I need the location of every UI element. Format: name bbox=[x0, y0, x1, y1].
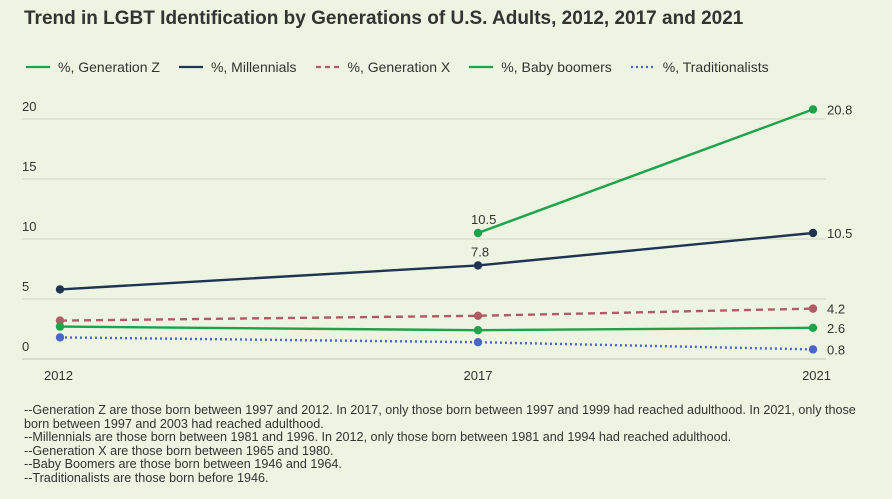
legend-label-millennials: %, Millennials bbox=[210, 59, 297, 75]
data-point-millennials-2012 bbox=[55, 285, 65, 294]
y-tick-label-15: 15 bbox=[22, 159, 36, 174]
legend-swatch-generation-x bbox=[315, 65, 340, 69]
legend-swatch-traditionalists bbox=[630, 65, 655, 69]
footnote-generation-x: --Generation X are those born between 19… bbox=[24, 443, 334, 458]
data-point-baby-boomers-2021 bbox=[808, 323, 818, 332]
legend-item-traditionalists: %, Traditionalists bbox=[629, 59, 769, 75]
y-tick-label-10: 10 bbox=[22, 219, 36, 234]
data-label-traditionalists-2021: 0.8 bbox=[827, 342, 845, 357]
series-line-millennials bbox=[59, 231, 814, 291]
data-point-traditionalists-2021 bbox=[808, 345, 818, 354]
x-tick-label-2021: 2021 bbox=[802, 368, 831, 383]
footnotes: --Generation Z are those born between 19… bbox=[24, 403, 870, 486]
data-label-millennials-2017: 7.8 bbox=[471, 244, 489, 259]
x-tick-label-2017: 2017 bbox=[464, 368, 493, 383]
legend-item-baby-boomers: %, Baby boomers bbox=[467, 59, 612, 75]
legend-label-baby-boomers: %, Baby boomers bbox=[501, 59, 612, 75]
series-line-baby-boomers bbox=[59, 325, 814, 332]
y-tick-label-5: 5 bbox=[22, 279, 29, 294]
footnote-traditionalists: --Traditionalists are those born before … bbox=[24, 470, 269, 485]
data-point-generation-z-2017 bbox=[473, 228, 483, 238]
data-label-millennials-2021: 10.5 bbox=[827, 226, 852, 241]
data-label-generation-z-2017: 10.5 bbox=[471, 212, 496, 227]
data-label-baby-boomers-2021: 2.6 bbox=[827, 321, 845, 336]
data-point-millennials-2021 bbox=[808, 228, 818, 238]
data-label-generation-z-2021: 20.8 bbox=[827, 102, 852, 117]
y-tick-label-0: 0 bbox=[22, 339, 29, 354]
chart-title: Trend in LGBT Identification by Generati… bbox=[24, 8, 744, 29]
data-label-generation-x-2021: 4.2 bbox=[827, 302, 845, 317]
data-point-generation-x-2012 bbox=[55, 316, 65, 325]
x-tick-label-2012: 2012 bbox=[44, 368, 73, 383]
series-line-traditionalists bbox=[59, 336, 814, 351]
legend-label-generation-x: %, Generation X bbox=[347, 59, 451, 75]
legend-item-generation-x: %, Generation X bbox=[314, 59, 451, 75]
footnote-baby-boomers: --Baby Boomers are those born between 19… bbox=[24, 457, 342, 472]
legend-item-generation-z: %, Generation Z bbox=[24, 59, 160, 75]
series-line-generation-z bbox=[477, 108, 814, 235]
data-point-traditionalists-2017 bbox=[473, 338, 483, 347]
legend: %, Generation Z %, Millennials %, Genera… bbox=[24, 59, 786, 75]
series-line-generation-x bbox=[59, 307, 814, 322]
legend-swatch-baby-boomers bbox=[469, 65, 494, 69]
legend-label-traditionalists: %, Traditionalists bbox=[662, 59, 769, 75]
legend-item-millennials: %, Millennials bbox=[177, 59, 297, 75]
legend-swatch-generation-z bbox=[26, 65, 50, 69]
legend-label-generation-z: %, Generation Z bbox=[58, 59, 160, 75]
data-point-baby-boomers-2017 bbox=[473, 326, 483, 335]
data-point-generation-z-2021 bbox=[808, 105, 818, 114]
data-point-millennials-2017 bbox=[473, 261, 483, 270]
data-point-generation-x-2021 bbox=[808, 304, 818, 313]
data-point-traditionalists-2012 bbox=[55, 333, 65, 342]
line-chart: 0 5 10 15 20 2012 2017 2021 10.5 20.8 7.8 10.5 4.2 2.… bbox=[22, 99, 852, 383]
data-point-baby-boomers-2012 bbox=[55, 322, 65, 331]
data-point-generation-x-2017 bbox=[473, 311, 483, 320]
legend-swatch-millennials bbox=[178, 65, 203, 69]
y-tick-label-20: 20 bbox=[22, 99, 36, 114]
footnote-millennials: --Millennials are those born between 198… bbox=[24, 430, 732, 445]
footnote-generation-z: --Generation Z are those born between 19… bbox=[24, 403, 856, 431]
